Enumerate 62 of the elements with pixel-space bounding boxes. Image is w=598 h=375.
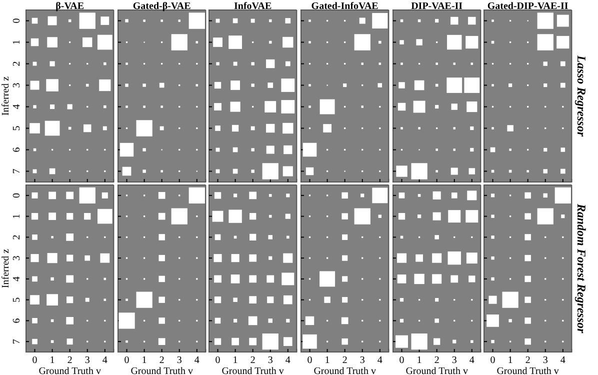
y-tick-label: 4: [12, 276, 22, 282]
x-tick-label: 3: [543, 355, 548, 366]
chart-title: Gated-DIP-VAE-II: [488, 1, 569, 12]
y-axis-title: Inferred z: [0, 248, 12, 288]
x-tick-label: 3: [84, 355, 90, 366]
x-axis-title: Ground Truth v: [38, 366, 101, 375]
x-tick-label: 0: [398, 355, 404, 366]
y-tick-label: 3: [12, 82, 22, 88]
x-tick-label: 0: [490, 355, 496, 366]
x-tick-label: 0: [216, 355, 221, 366]
x-tick-label: 3: [452, 355, 457, 366]
x-axis-title: Ground Truth v: [130, 366, 193, 375]
x-tick-label: 1: [416, 355, 422, 366]
x-tick-label: 1: [324, 355, 330, 366]
chart-title: DIP-VAE-II: [410, 1, 462, 12]
x-tick-label: 4: [102, 355, 108, 366]
x-axis-title: Ground Truth v: [405, 366, 468, 375]
y-tick-label: 6: [12, 147, 22, 152]
y-axis-title: Inferred z: [0, 76, 12, 116]
x-axis-title: Ground Truth v: [222, 366, 284, 375]
x-tick-label: 4: [560, 355, 566, 366]
x-tick-label: 2: [67, 355, 72, 366]
text: Lasso Regressor: [574, 54, 589, 137]
x-tick-label: 2: [434, 355, 439, 366]
y-tick-label: 0: [12, 18, 22, 24]
y-tick-label: 7: [12, 168, 22, 174]
chart-title: β-VAE: [56, 1, 84, 12]
x-tick-label: 1: [233, 355, 238, 366]
x-tick-label: 4: [194, 355, 200, 366]
y-tick-label: 2: [12, 234, 22, 240]
x-tick-label: 0: [124, 355, 129, 366]
x-tick-label: 3: [176, 355, 182, 366]
y-tick-label: 3: [12, 256, 22, 261]
y-tick-label: 0: [12, 192, 22, 198]
x-tick-label: 2: [158, 355, 164, 366]
x-tick-label: 0: [307, 355, 312, 366]
y-tick-label: 2: [12, 61, 22, 66]
chart-title: Gated-β-VAE: [132, 1, 191, 12]
x-tick-label: 4: [377, 355, 382, 366]
y-tick-label: 7: [12, 339, 22, 344]
x-tick-label: 1: [508, 355, 514, 366]
y-tick-label: 4: [12, 104, 22, 110]
y-tick-label: 6: [12, 318, 22, 324]
x-tick-label: 0: [32, 355, 38, 366]
y-tick-label: 1: [12, 40, 22, 45]
chart-title: InfoVAE: [234, 1, 272, 12]
x-tick-label: 2: [250, 355, 256, 366]
x-tick-label: 2: [342, 355, 348, 366]
x-tick-label: 4: [469, 355, 474, 366]
y-tick-label: 5: [12, 126, 22, 131]
x-axis-title: Ground Truth v: [314, 366, 376, 375]
x-tick-label: 3: [360, 355, 365, 366]
text: Random Forest Regressor: [574, 202, 589, 334]
x-tick-label: 4: [286, 355, 291, 366]
x-tick-label: 3: [268, 355, 274, 366]
x-tick-label: 2: [526, 355, 531, 366]
x-axis-title: Ground Truth v: [497, 366, 560, 375]
y-tick-label: 1: [12, 214, 22, 219]
y-tick-label: 5: [12, 297, 22, 302]
x-tick-label: 1: [50, 355, 55, 366]
chart-title: Gated-InfoVAE: [311, 1, 379, 12]
x-tick-label: 1: [141, 355, 146, 366]
